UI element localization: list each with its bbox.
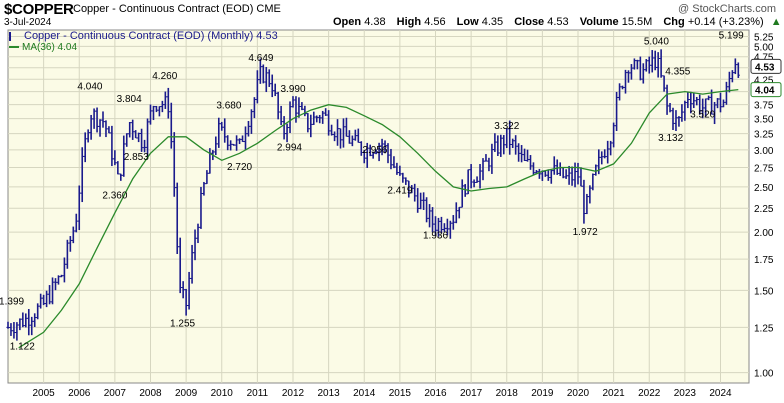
y-tick-label: 5.25 [754, 32, 774, 43]
last-price-tag-box [750, 58, 782, 74]
y-tick-label: 2.25 [754, 204, 774, 215]
plot-area [7, 29, 750, 384]
price-annotation: 5.199 [719, 30, 744, 41]
ma-value-tag-box [750, 82, 782, 98]
close-readout: Close 4.53 [514, 16, 569, 28]
x-tick-label: 2020 [567, 388, 590, 399]
price-annotation: 1.122 [10, 341, 35, 352]
x-tick-label: 2014 [353, 388, 376, 399]
price-annotation: 4.260 [152, 71, 177, 82]
x-tick-label: 2008 [139, 388, 162, 399]
ma36-line [18, 88, 739, 349]
x-tick-label: 2007 [104, 388, 127, 399]
contract-name: Copper - Continuous Contract (EOD) [73, 3, 254, 15]
y-tick-label: 3.00 [754, 146, 774, 157]
x-tick-label: 2018 [496, 388, 519, 399]
price-annotation: 1.399 [0, 297, 25, 308]
x-tick-label: 2010 [211, 388, 234, 399]
price-annotation: 4.649 [248, 53, 273, 64]
x-tick-label: 2021 [603, 388, 626, 399]
volume-readout: Volume 15.5M [579, 16, 653, 28]
symbol-title: $COPPER [4, 1, 74, 18]
contract-description: Copper - Continuous Contract (EOD) CME [73, 3, 281, 15]
x-tick-label: 2012 [282, 388, 305, 399]
price-annotation: 2.956 [362, 145, 387, 156]
y-tick-label: 1.25 [754, 323, 774, 334]
price-annotation: 3.990 [280, 84, 305, 95]
y-tick-label: 4.75 [754, 53, 774, 64]
ma-legend-swatch [9, 46, 19, 49]
price-annotation: 2.360 [102, 191, 127, 202]
up-arrow-icon: ▲ [770, 16, 782, 28]
price-annotation: 3.520 [690, 109, 715, 120]
price-annotation: 3.680 [216, 100, 241, 111]
y-tick-label: 5.00 [754, 42, 774, 53]
price-annotation: 2.994 [277, 142, 302, 153]
price-legend-swatch [9, 31, 21, 41]
ma-legend-label: MA(36) 4.04 [22, 42, 78, 53]
ohlc-readout: Open 4.38 High 4.56 Low 4.35 Close 4.53 … [333, 16, 784, 28]
y-tick-label: 4.25 [754, 75, 774, 86]
price-annotation: 1.936 [423, 231, 448, 242]
price-annotation: 5.040 [644, 37, 669, 48]
y-tick-label: 3.75 [754, 101, 774, 112]
price-annotation: 2.419 [387, 186, 412, 197]
x-tick-label: 2013 [318, 388, 341, 399]
y-tick-label: 1.75 [754, 255, 774, 266]
price-annotation: 1.972 [573, 227, 598, 238]
price-legend: Copper - Continuous Contract (EOD) (Mont… [9, 30, 278, 42]
y-tick-label: 3.50 [754, 115, 774, 126]
price-annotation: 1.255 [170, 319, 195, 330]
price-annotation: 2.720 [227, 162, 252, 173]
change-readout: Chg +0.14 (+3.23%) ▲ [663, 16, 782, 28]
x-tick-label: 2016 [424, 388, 447, 399]
price-annotation: 3.322 [494, 121, 519, 132]
x-tick-label: 2009 [175, 388, 198, 399]
x-tick-label: 2011 [247, 388, 269, 399]
y-tick-label: 2.75 [754, 164, 774, 175]
last-price-tag: 4.53 [755, 62, 775, 73]
open-readout: Open 4.38 [333, 16, 386, 28]
ma-legend: MA(36) 4.04 [9, 42, 77, 53]
low-readout: Low 4.35 [456, 16, 504, 28]
price-legend-label: Copper - Continuous Contract (EOD) (Mont… [24, 30, 278, 42]
y-tick-label: 1.00 [754, 369, 774, 380]
x-tick-label: 2023 [674, 388, 697, 399]
price-annotation: 4.040 [77, 82, 102, 93]
x-tick-label: 2015 [389, 388, 412, 399]
y-tick-label: 3.25 [754, 130, 774, 141]
x-tick-label: 2006 [68, 388, 91, 399]
price-annotation: 4.355 [665, 66, 690, 77]
chart-date: 3-Jul-2024 [4, 17, 52, 28]
x-tick-label: 2022 [638, 388, 661, 399]
exchange-label: CME [256, 3, 281, 15]
price-annotation: 2.853 [124, 152, 149, 163]
x-tick-label: 2017 [460, 388, 483, 399]
x-tick-label: 2024 [709, 388, 732, 399]
watermark: @ StockCharts.com [678, 3, 776, 15]
x-tick-label: 2005 [33, 388, 56, 399]
y-tick-label: 2.50 [754, 183, 774, 194]
y-tick-label: 1.50 [754, 286, 774, 297]
x-tick-label: 2019 [531, 388, 554, 399]
high-readout: High 4.56 [396, 16, 446, 28]
y-tick-label: 2.00 [754, 228, 774, 239]
price-annotation: 3.132 [658, 133, 683, 144]
ma-value-tag: 4.04 [755, 86, 775, 97]
price-annotation: 3.804 [117, 94, 142, 105]
chart-header: $COPPER Copper - Continuous Contract (EO… [0, 0, 784, 30]
